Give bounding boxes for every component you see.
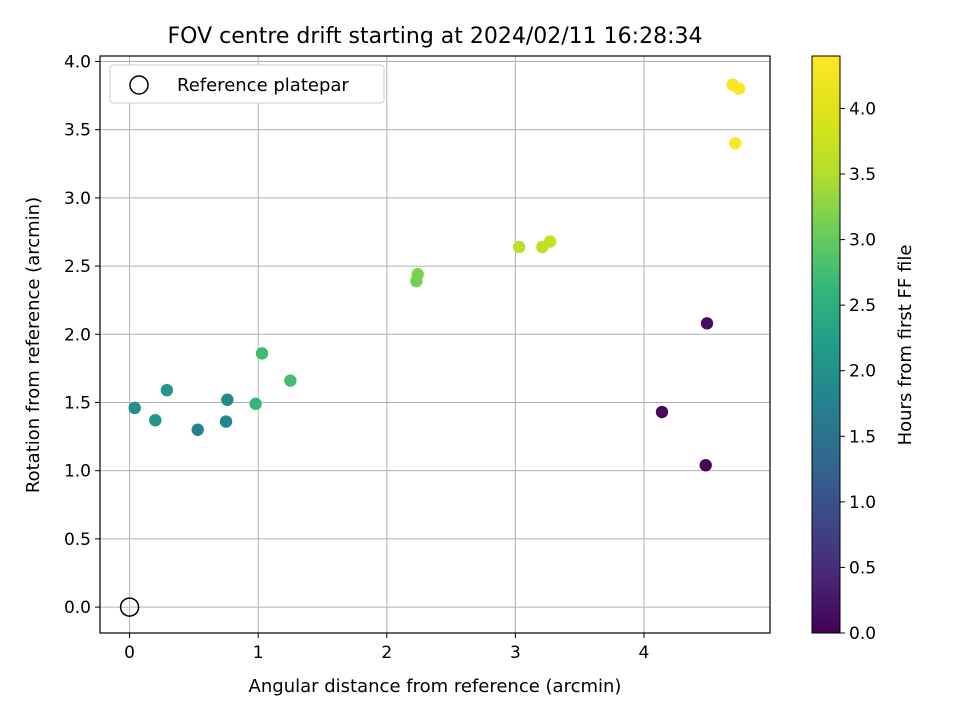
x-tick-label: 0 [124, 643, 135, 663]
legend-reference-marker [129, 75, 149, 95]
legend-box [109, 64, 385, 104]
colorbar-tick-label: 0.5 [849, 558, 876, 578]
x-axis-label: Angular distance from reference (arcmin) [249, 676, 622, 697]
scatter-point [128, 401, 141, 415]
y-tick-label: 1.5 [64, 393, 91, 413]
scatter-point [411, 268, 424, 281]
scatter-point [543, 235, 557, 248]
y-tick-label: 0.0 [64, 598, 91, 618]
y-tick-label: 3.5 [64, 121, 91, 141]
x-tick-label: 2 [381, 643, 392, 663]
scatter-point [219, 415, 233, 428]
legend: Reference platepar [109, 64, 385, 104]
colorbar-label: Hours from first FF file [895, 245, 916, 446]
scatter-points [128, 78, 746, 472]
y-tick-label: 0.5 [64, 530, 91, 550]
scatter-point [249, 397, 262, 411]
grid-lines [100, 56, 770, 633]
scatter-point [160, 383, 174, 397]
scatter-point [284, 374, 297, 387]
scatter-point [191, 423, 204, 436]
colorbar-tick-label: 4.0 [849, 99, 876, 119]
scatter-point [655, 405, 669, 419]
y-tick-label: 1.0 [64, 462, 91, 482]
y-axis-label: Rotation from reference (arcmin) [23, 197, 44, 493]
chart-title: FOV centre drift starting at 2024/02/11 … [168, 24, 703, 49]
colorbar-tick-label: 3.0 [849, 231, 876, 251]
scatter-point [255, 347, 269, 360]
scatter-point [732, 82, 746, 95]
plot-frame [99, 55, 771, 634]
colorbar-tick-label: 1.0 [849, 493, 876, 513]
scatter-point [513, 240, 526, 254]
scatter-point [729, 137, 742, 150]
scatter-point [699, 459, 712, 472]
colorbar-gradient [812, 56, 840, 633]
colorbar-tick-label: 0.0 [849, 624, 876, 644]
reference-platepar-marker [119, 597, 140, 617]
y-tick-label: 2.5 [64, 257, 91, 277]
x-axis-ticks: 0 1 2 3 4 [124, 633, 649, 663]
reference-marker-layer [119, 597, 140, 617]
colorbar-tick-label: 1.5 [849, 427, 876, 447]
x-tick-label: 4 [639, 643, 650, 663]
x-tick-label: 3 [510, 643, 521, 663]
colorbar-tick-label: 3.5 [849, 165, 876, 185]
x-tick-label: 1 [253, 643, 264, 663]
y-tick-label: 2.0 [64, 325, 91, 345]
legend-label: Reference platepar [177, 75, 349, 96]
colorbar-frame [811, 55, 841, 634]
colorbar: 0.0 0.5 1.0 1.5 2.0 2.5 3.0 3.5 4.0 Hours from f… [811, 55, 916, 644]
colorbar-tick-label: 2.5 [849, 296, 876, 316]
scatter-point [700, 317, 714, 330]
colorbar-ticks: 0.0 0.5 1.0 1.5 2.0 2.5 3.0 3.5 4.0 [840, 99, 876, 644]
y-tick-label: 3.0 [64, 189, 91, 209]
y-tick-label: 4.0 [64, 52, 91, 72]
scatter-point [149, 414, 162, 427]
colorbar-tick-label: 2.0 [849, 362, 876, 382]
y-axis-ticks: 0.0 0.5 1.0 1.5 2.0 2.5 3.0 3.5 4.0 [64, 52, 100, 618]
scatter-point [221, 393, 234, 406]
